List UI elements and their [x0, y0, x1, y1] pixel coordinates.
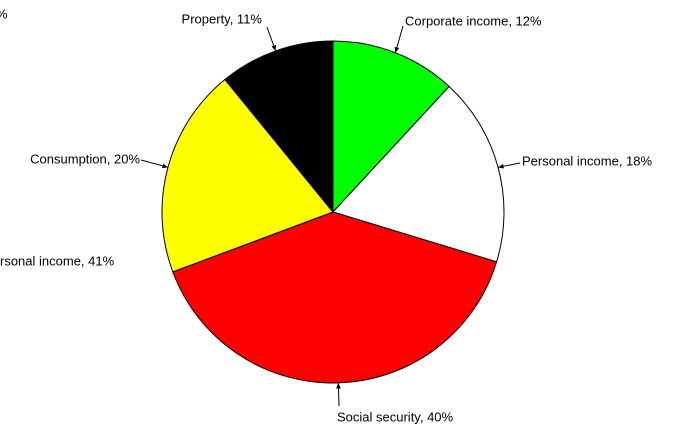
leader-arrow	[394, 46, 400, 53]
annotation: %	[0, 6, 8, 21]
slice-label: Consumption, 20%	[30, 151, 140, 166]
leader-arrow	[498, 163, 504, 169]
slice-label: Social security, 40%	[337, 409, 454, 424]
pie-slice	[172, 211, 498, 384]
pie-slice	[332, 85, 505, 263]
leader-arrow	[336, 382, 341, 389]
pie-slice	[224, 40, 334, 214]
slice-label: Corporate income, 12%	[405, 13, 542, 28]
leader-arrow	[161, 163, 168, 169]
pie-slice	[161, 78, 334, 273]
annotation: rsonal income, 41%	[0, 253, 115, 268]
leader-arrow	[271, 44, 276, 51]
slice-label: Property, 11%	[182, 11, 263, 26]
slice-label: Personal income, 18%	[522, 153, 653, 168]
